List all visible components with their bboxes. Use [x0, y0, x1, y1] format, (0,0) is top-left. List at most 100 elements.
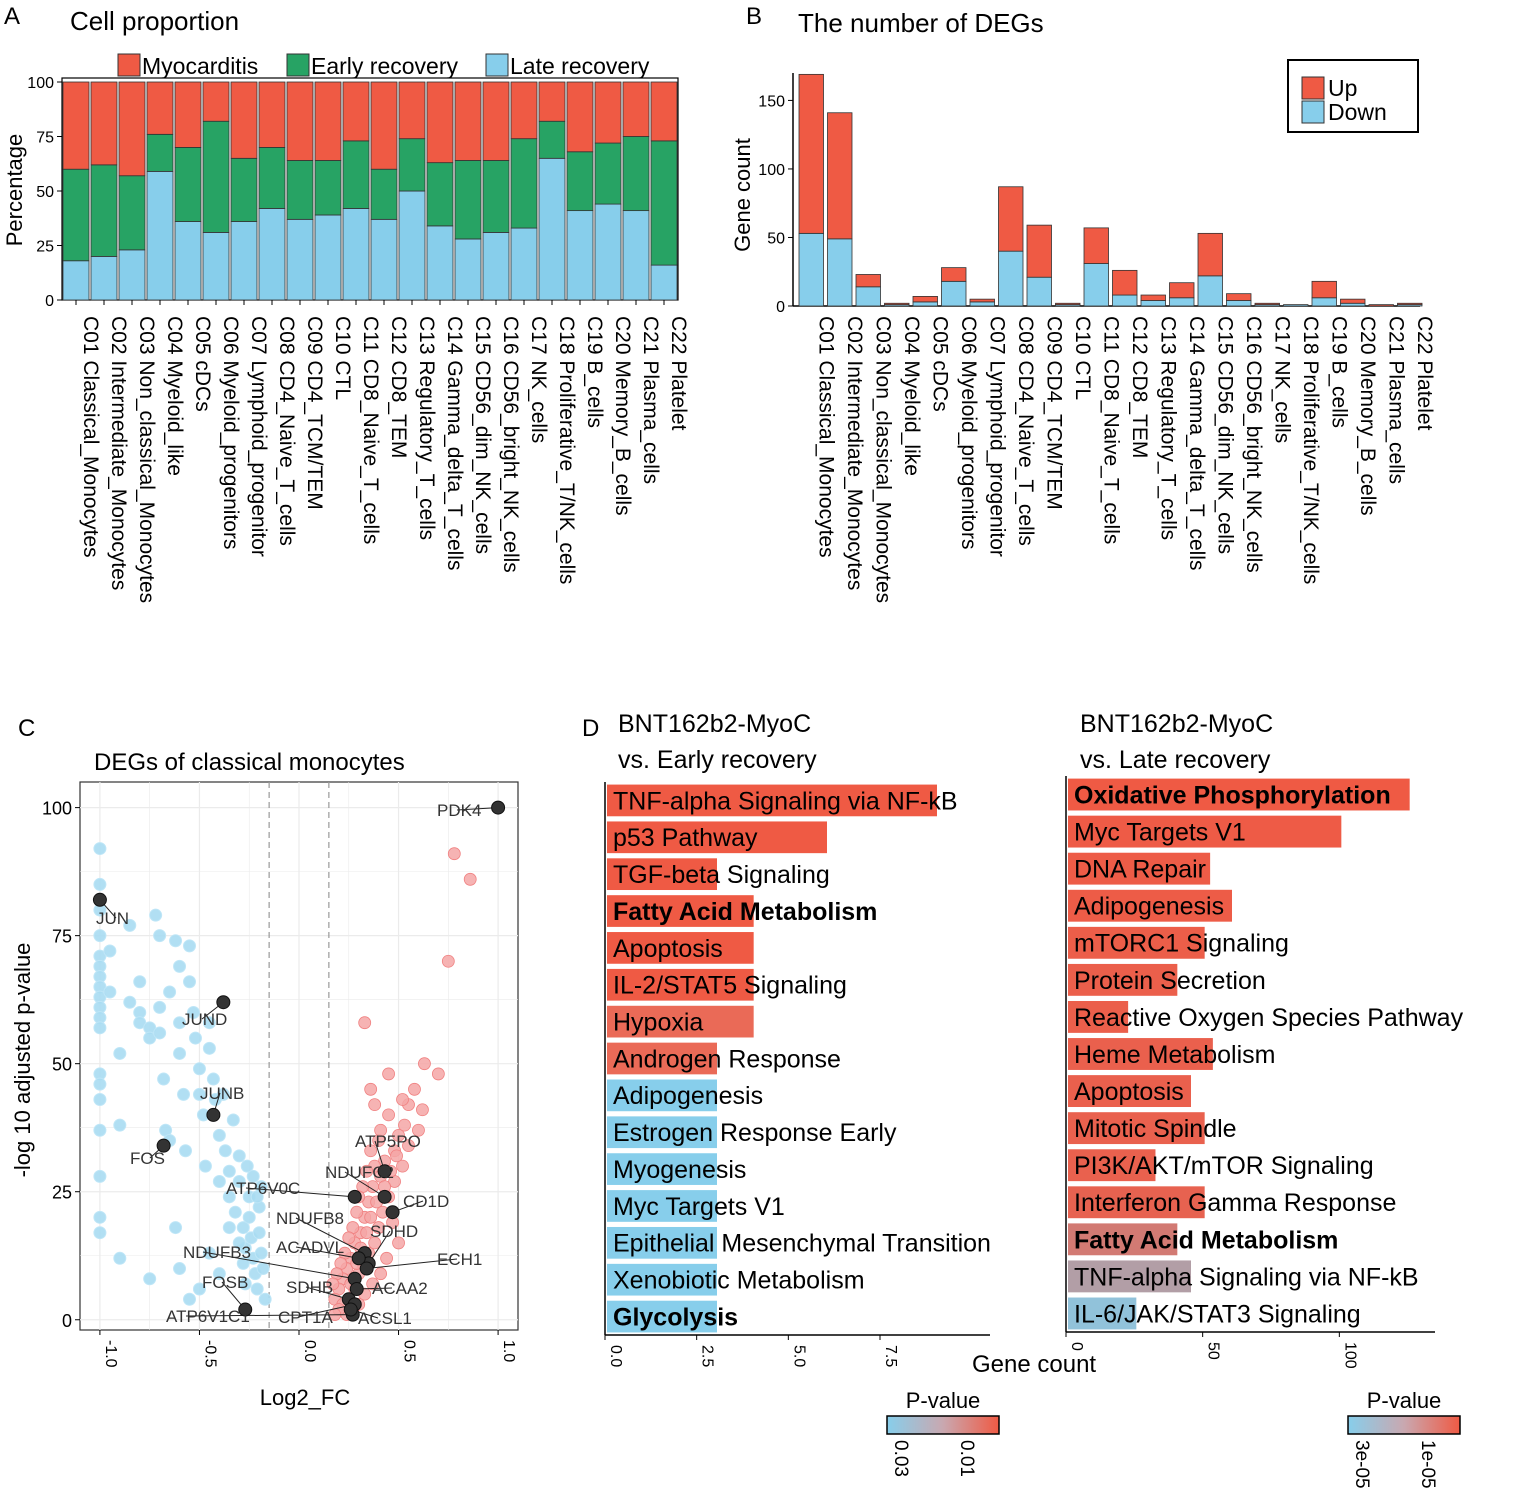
- a-bar-myocarditis: [622, 81, 650, 137]
- b-xtick-label: C15 CD56_dim_NK_cells: [1213, 316, 1236, 554]
- d-left-bar: [607, 1079, 717, 1112]
- b-xtick-label: C03 Non_classical_Monocytes: [871, 316, 894, 603]
- a-bar-myocarditis: [426, 81, 454, 164]
- a-bar-late: [454, 238, 482, 301]
- c-point-down: [93, 842, 107, 856]
- d-left-legend-bar: [886, 1415, 1000, 1435]
- a-bar-early: [258, 146, 286, 209]
- d-left-term-label: TNF-alpha Signaling via NF-kB: [613, 787, 958, 815]
- a-bar-myocarditis: [174, 81, 202, 148]
- d-left-term-label: Androgen Response: [613, 1045, 841, 1073]
- a-xtick-label: C21 Plasma_cells: [639, 316, 662, 484]
- b-xtick-label: C13 Regulatory_T_cells: [1156, 316, 1179, 540]
- d-left-bar: [607, 1263, 717, 1296]
- c-point-down: [212, 1267, 226, 1281]
- c-point-down: [183, 1292, 196, 1306]
- a-bar-myocarditis: [146, 81, 174, 135]
- c-point-up: [392, 1236, 405, 1250]
- d-right-bar: [1068, 1112, 1205, 1145]
- b-xtick-label: C16 CD56_bright_NK_cells: [1242, 316, 1265, 573]
- a-bar-early: [370, 168, 398, 220]
- a-bar-late: [174, 221, 202, 301]
- a-xtick-label: C16 CD56_bright_NK_cells: [499, 316, 522, 573]
- d-right-bar: [1068, 963, 1178, 996]
- b-xtick-label: C11 CD8_Naive_T_cells: [1099, 316, 1122, 544]
- c-point-down: [173, 1262, 187, 1276]
- d-left-bar: [607, 1226, 717, 1259]
- d-left-term-label: IL-2/STAT5 Signaling: [613, 972, 847, 1000]
- a-legend-swatch: [485, 53, 509, 77]
- c-gene-label: ATP5PO: [355, 1132, 421, 1151]
- panel-b: B The number of DEGs 0 50 100 150 Gene count…: [730, 3, 1436, 603]
- d-right-xtick-label: 100: [1341, 1342, 1358, 1369]
- a-bar-myocarditis: [258, 81, 286, 148]
- c-point-up: [374, 1123, 388, 1137]
- c-point-up: [402, 1139, 415, 1153]
- b-xtick-label: C06 Myeloid_progenitors: [957, 316, 980, 549]
- panel-d-left-title-2: vs. Early recovery: [618, 746, 817, 774]
- d-right-term-label: Mitotic Spindle: [1074, 1115, 1237, 1143]
- c-gene-label: JUND: [182, 1010, 227, 1029]
- c-point-highlight: [359, 1261, 374, 1276]
- d-right-legend-title: P-value: [1367, 1388, 1442, 1413]
- a-ytick-label: 0: [45, 293, 54, 310]
- d-right-xtick-label: 50: [1205, 1342, 1222, 1360]
- c-gene-label: JUNB: [200, 1084, 244, 1103]
- a-xtick-label: C18 Proliferative_T/NK_cells: [555, 316, 578, 584]
- c-point-down: [246, 1169, 260, 1183]
- c-point-down: [143, 1272, 157, 1286]
- b-bar-up: [798, 73, 824, 234]
- b-bar-up: [1397, 302, 1423, 306]
- c-gene-label: ACADVL: [276, 1238, 344, 1257]
- c-point-highlight: [238, 1302, 253, 1317]
- c-label-leader: [344, 1171, 385, 1198]
- c-point-down: [103, 985, 117, 999]
- d-right-bar: [1068, 926, 1205, 959]
- b-bar-up: [998, 186, 1024, 252]
- c-xtick-label: 0.0: [301, 1340, 318, 1362]
- d-right-bar: [1068, 1038, 1213, 1070]
- c-point-down: [177, 1087, 191, 1101]
- c-point-down: [242, 1210, 256, 1224]
- c-point-down: [258, 1292, 272, 1306]
- d-left-bar: [607, 784, 937, 817]
- d-left-term-label: TGF-beta Signaling: [613, 861, 830, 889]
- a-bar-late: [398, 190, 426, 301]
- a-bar-late: [230, 221, 258, 301]
- c-point-highlight: [343, 1302, 358, 1317]
- d-left-term-label: Myc Targets V1: [613, 1193, 785, 1221]
- b-xtick-label: C04 Myeloid_like: [900, 316, 923, 476]
- a-bar-early: [426, 162, 454, 227]
- a-bar-late: [482, 232, 510, 301]
- c-point-up: [366, 1277, 380, 1291]
- c-point-down: [250, 1282, 264, 1296]
- d-right-bar: [1068, 1149, 1156, 1182]
- a-xtick-label: C06 Myeloid_progenitors: [219, 316, 242, 549]
- d-right-bar: [1068, 815, 1342, 848]
- b-xtick-label: C20 Memory_B_cells: [1356, 316, 1379, 516]
- d-left-bar: [607, 1116, 717, 1149]
- c-point-down: [113, 1118, 127, 1132]
- c-xtick-label: -0.5: [201, 1340, 218, 1368]
- d-right-bar: [1068, 1223, 1178, 1256]
- c-point-down: [222, 1221, 236, 1235]
- c-point-down: [113, 1251, 127, 1265]
- d-left-xtick-label: 7.5: [882, 1345, 899, 1367]
- c-label-leader: [245, 1187, 355, 1198]
- d-right-term-label: PI3K/AKT/mTOR Signaling: [1074, 1152, 1374, 1180]
- c-point-highlight: [377, 1164, 392, 1179]
- c-point-down: [183, 939, 196, 953]
- d-left-bar: [607, 895, 754, 927]
- a-bar-myocarditis: [314, 81, 342, 161]
- c-point-down: [206, 1072, 220, 1086]
- panel-d-left-title-1: BNT162b2-MyoC: [618, 710, 811, 738]
- b-xtick-label: C01 Classical_Monocytes: [814, 316, 837, 558]
- b-ytick-label: 100: [758, 162, 785, 179]
- c-gene-label: PDK4: [437, 801, 481, 820]
- a-bar-late: [650, 264, 678, 301]
- a-bar-early: [510, 138, 538, 229]
- c-point-highlight: [216, 995, 231, 1010]
- a-bar-myocarditis: [538, 81, 566, 122]
- b-xtick-label: C07 Lymphoid_progenitor: [985, 316, 1008, 557]
- a-ytick-label: 25: [36, 239, 54, 256]
